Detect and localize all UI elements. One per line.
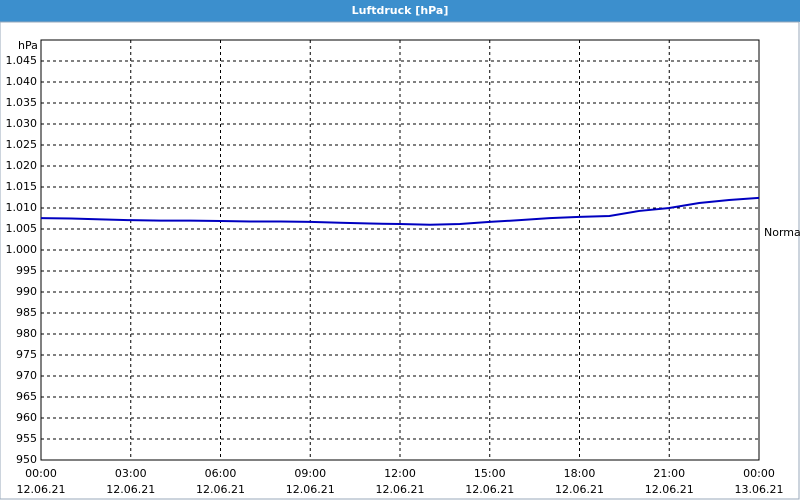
y-tick-label: 995 xyxy=(16,264,37,277)
x-tick-label: 03:00 12.06.21 xyxy=(106,467,155,496)
reference-label: Normal xyxy=(764,226,800,239)
y-tick-label: 1.040 xyxy=(6,75,38,88)
y-tick-label: 985 xyxy=(16,306,37,319)
x-tick-label: 00:00 13.06.21 xyxy=(735,467,784,496)
y-tick-label: 990 xyxy=(16,285,37,298)
y-tick-label: 960 xyxy=(16,411,37,424)
y-tick-label: 975 xyxy=(16,348,37,361)
y-tick-label: 1.035 xyxy=(6,96,38,109)
y-tick-label: 955 xyxy=(16,432,37,445)
y-tick-label: 1.020 xyxy=(6,159,38,172)
y-unit: hPa xyxy=(18,39,38,52)
y-tick-label: 980 xyxy=(16,327,37,340)
y-tick-label: 1.010 xyxy=(6,201,38,214)
window-title: Luftdruck [hPa] xyxy=(0,0,800,22)
y-tick-label: 1.005 xyxy=(6,222,38,235)
data-line xyxy=(40,196,760,226)
plot-border xyxy=(40,39,760,461)
x-tick-label: 09:00 12.06.21 xyxy=(286,467,335,496)
y-tick-label: 965 xyxy=(16,390,37,403)
frame xyxy=(0,21,800,500)
y-tick-label: 1.025 xyxy=(6,138,38,151)
y-tick-label: 1.015 xyxy=(6,180,38,193)
x-tick-label: 06:00 12.06.21 xyxy=(196,467,245,496)
x-tick-label: 15:00 12.06.21 xyxy=(465,467,514,496)
y-tick-label: 950 xyxy=(16,453,37,466)
x-tick-label: 18:00 12.06.21 xyxy=(555,467,604,496)
y-tick-label: 970 xyxy=(16,369,37,382)
x-tick-label: 00:00 12.06.21 xyxy=(17,467,66,496)
x-tick-label: 12:00 12.06.21 xyxy=(376,467,425,496)
y-tick-label: 1.000 xyxy=(6,243,38,256)
x-tick-label: 21:00 12.06.21 xyxy=(645,467,694,496)
y-tick-label: 1.045 xyxy=(6,54,38,67)
y-tick-label: 1.030 xyxy=(6,117,38,130)
